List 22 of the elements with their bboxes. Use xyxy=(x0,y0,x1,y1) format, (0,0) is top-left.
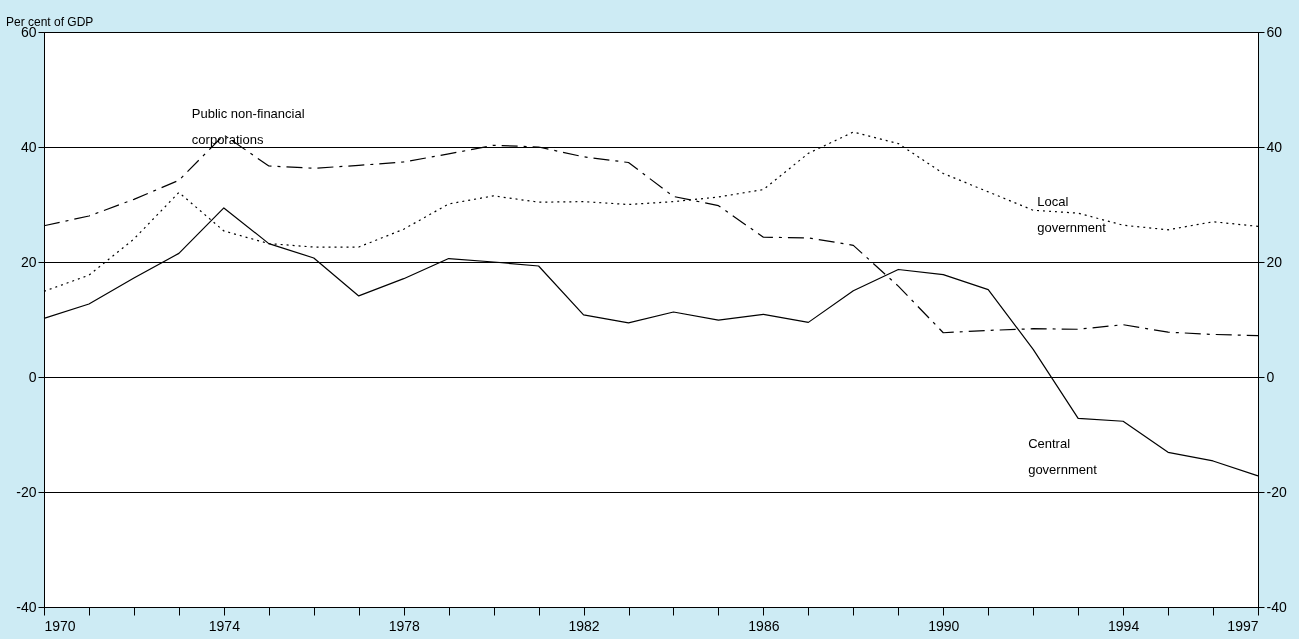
y-tick-label: 20 xyxy=(20,253,37,270)
x-tick-label: 1997 xyxy=(1227,617,1259,634)
annotation: Local government xyxy=(1037,194,1107,236)
y2-tick-label: 20 xyxy=(1266,253,1283,270)
x-tick-label: 1970 xyxy=(44,617,76,634)
y2-tick-label: 40 xyxy=(1266,138,1283,155)
y2-tick-label: 60 xyxy=(1266,23,1283,40)
x-tick-label: 1990 xyxy=(928,617,960,634)
x-tick-label: 1986 xyxy=(748,617,780,634)
y-tick-label: -40 xyxy=(16,598,37,615)
y-tick-label: -20 xyxy=(16,483,37,500)
y-tick-label: 40 xyxy=(20,138,37,155)
y2-tick-label: 0 xyxy=(1266,368,1275,385)
x-tick-label: 1978 xyxy=(388,617,420,634)
annotation: Public non-financial corporations xyxy=(191,105,305,147)
y2-tick-label: -40 xyxy=(1266,598,1287,615)
x-tick-label: 1982 xyxy=(568,617,600,634)
y2-tick-label: -20 xyxy=(1266,483,1287,500)
annotation: Central government xyxy=(1028,436,1098,478)
x-tick-label: 1994 xyxy=(1108,617,1140,634)
x-tick-label: 1974 xyxy=(208,617,241,634)
y-tick-label: 0 xyxy=(28,368,37,385)
